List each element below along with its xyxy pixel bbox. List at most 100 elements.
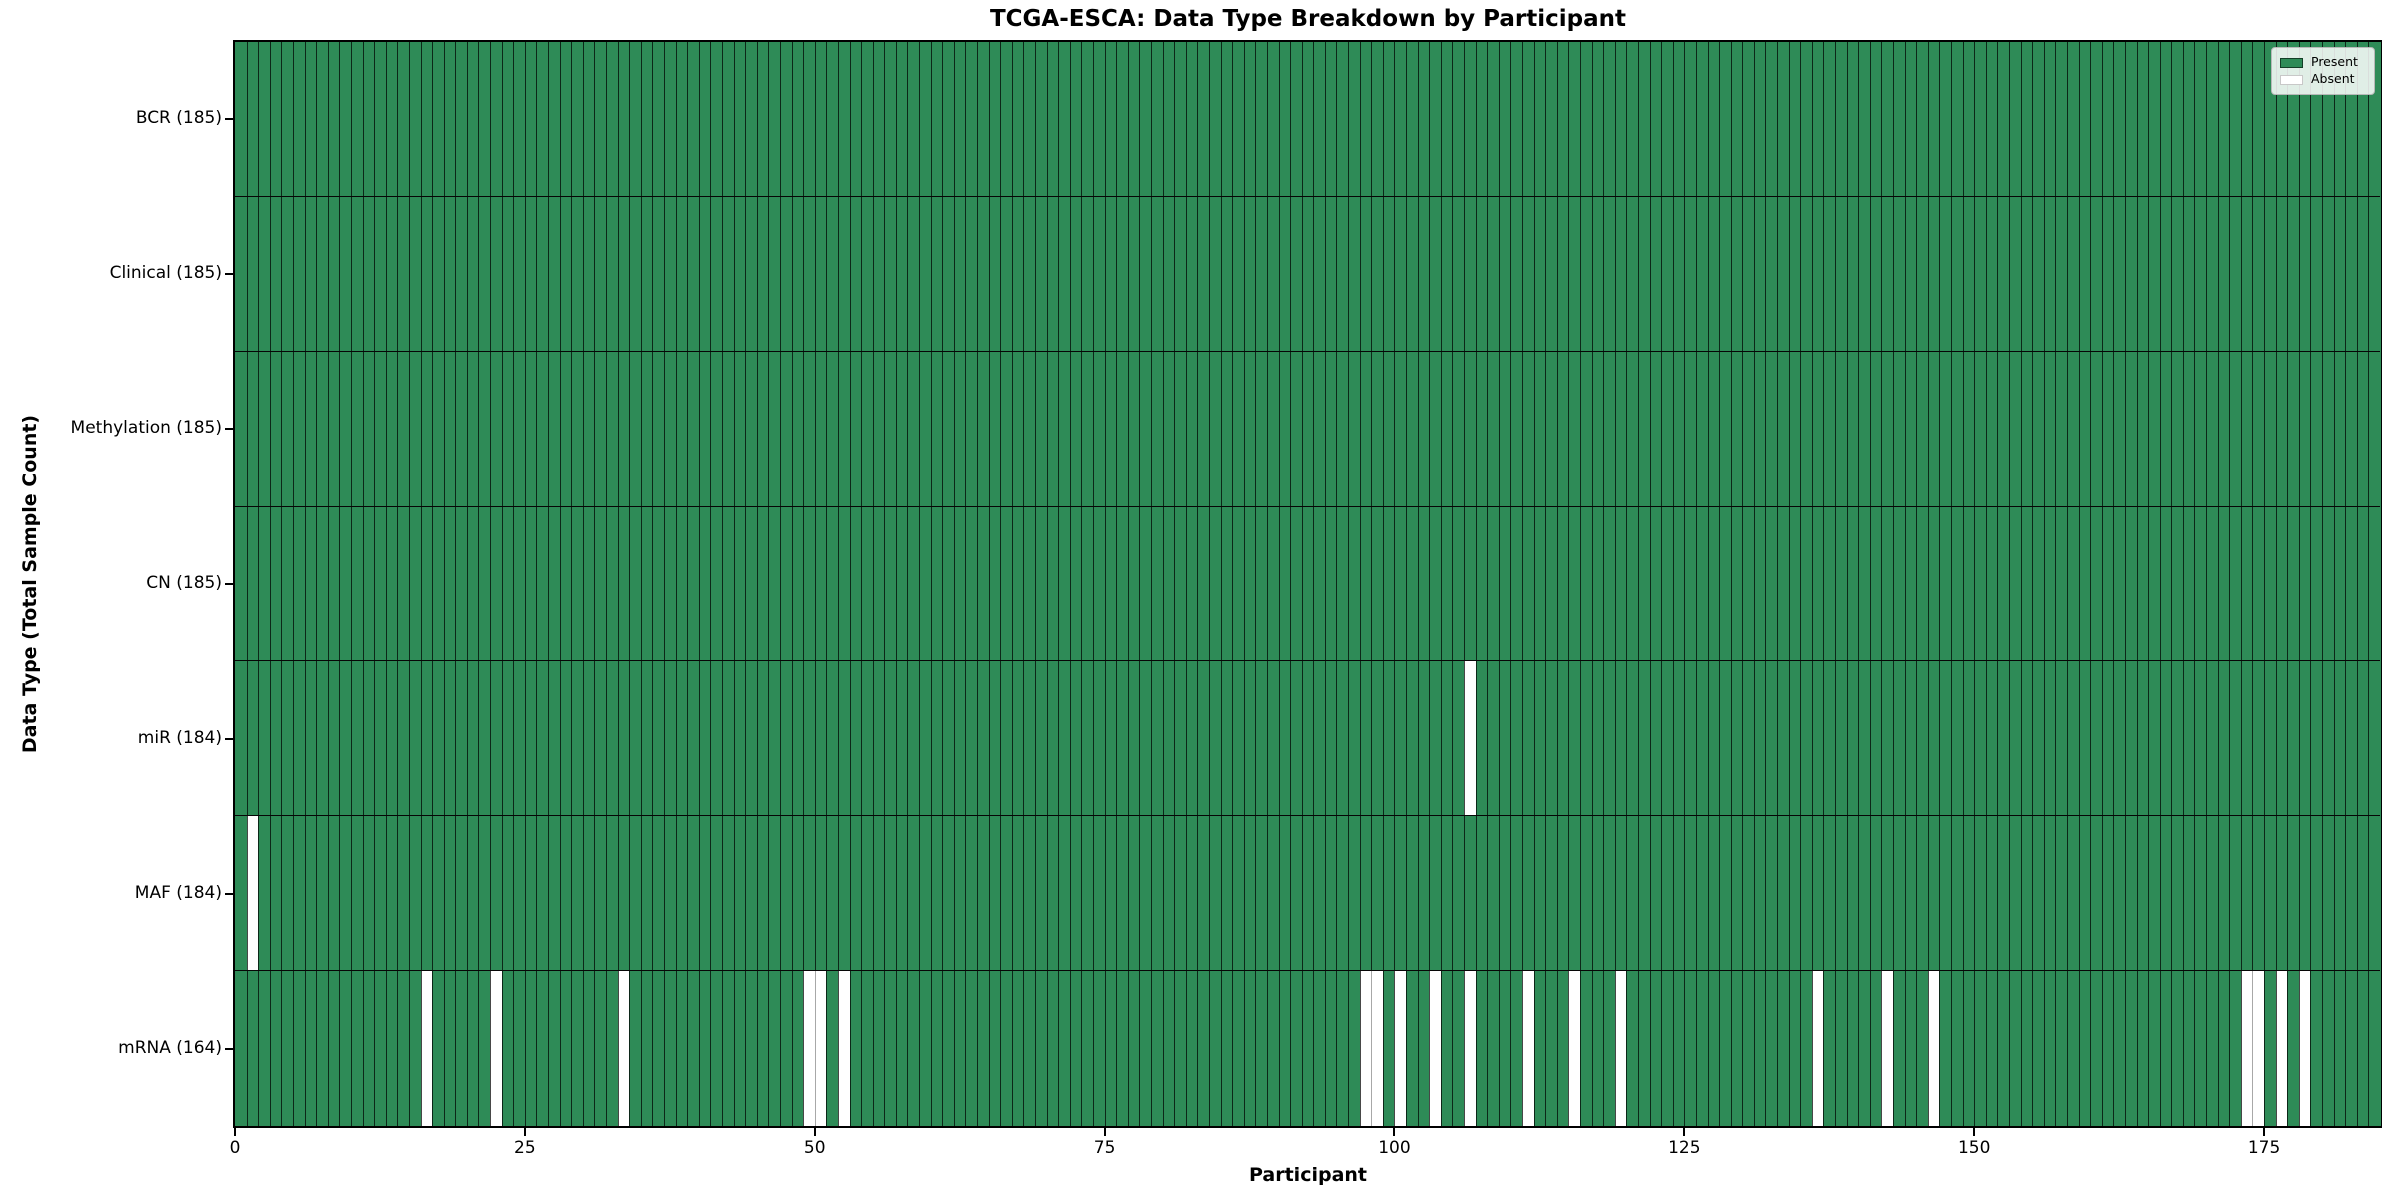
cell-edge [443,196,445,352]
cell-edge [1637,506,1639,662]
cell-edge [1127,661,1129,817]
cell-present [965,816,978,972]
cell-present [1695,816,1709,972]
cell-present [1556,351,1569,507]
cell-edge [953,661,955,817]
cell-edge [1695,42,1697,197]
cell-present [1324,196,1338,352]
cell-edge [1939,196,1941,352]
cell-present [455,971,468,1126]
cell-present [1464,506,1477,662]
cell-edge [2055,816,2057,972]
cell-present [443,42,456,197]
cell-edge [1835,661,1837,817]
cell-edge [1904,816,1906,972]
cell-present [1765,351,1778,507]
cell-present [1823,42,1836,197]
cell-present [1591,42,1604,197]
cell-present [1823,661,1836,817]
cell-present [930,351,943,507]
cell-edge [1626,351,1628,507]
cell-edge [2287,816,2289,972]
cell-present [1777,661,1790,817]
cell-edge [988,506,990,662]
cell-edge [374,661,376,817]
cell-present [1672,661,1685,817]
cell-present [1510,351,1523,507]
cell-edge [826,351,828,507]
cell-edge [559,196,561,352]
cell-present [1127,661,1140,817]
cell-present [1951,816,1964,972]
cell-present [2159,661,2172,817]
cell-present [652,351,665,507]
cell-present [2008,661,2022,817]
cell-present [2055,351,2068,507]
cell-present [408,351,422,507]
cell-edge [1649,661,1651,817]
cell-present [2287,816,2300,972]
cell-present [1522,661,1535,817]
cell-present [397,351,410,507]
cell-present [1498,196,1511,352]
cell-present [1208,42,1222,197]
cell-present [246,506,259,662]
cell-edge [501,196,503,352]
cell-edge [965,506,967,662]
cell-present [362,196,375,352]
cell-edge [1579,42,1581,197]
cell-present [861,351,874,507]
cell-edge [420,351,422,507]
cell-edge [2275,661,2277,817]
cell-edge [1058,506,1060,662]
chart-title: TCGA-ESCA: Data Type Breakdown by Partic… [989,6,1627,32]
cell-edge [1788,506,1790,662]
cell-present [1208,506,1222,662]
cell-edge [617,661,619,817]
cell-edge [1939,351,1941,507]
cell-present [1475,196,1488,352]
cell-present [779,971,793,1126]
cell-edge [1985,816,1987,972]
cell-edge [1591,506,1593,662]
cell-present [606,506,619,662]
cell-edge [745,196,747,352]
cell-edge [2229,196,2231,352]
cell-edge [1835,42,1837,197]
cell-present [1835,661,1848,817]
cell-present [1278,42,1291,197]
cell-present [2310,971,2323,1126]
cell-present [385,506,398,662]
cell-present [281,196,294,352]
cell-edge [1266,506,1268,662]
cell-present [2043,661,2056,817]
cell-present [1382,42,1396,197]
cell-present [2066,42,2080,197]
cell-present [1765,196,1778,352]
cell-edge [420,196,422,352]
cell-present [2136,42,2149,197]
cell-present [710,351,723,507]
cell-edge [1150,971,1152,1126]
cell-edge [698,661,700,817]
cell-present [1081,816,1094,972]
cell-edge [1162,42,1164,197]
cell-present [1255,506,1268,662]
cell-present [513,42,526,197]
cell-present [1313,971,1326,1126]
cell-edge [1637,661,1639,817]
cell-present [698,196,711,352]
cell-edge [350,196,352,352]
cell-edge [524,42,526,197]
cell-present [2078,506,2091,662]
cell-present [2055,971,2068,1126]
cell-edge [791,351,793,507]
cell-present [2310,506,2323,662]
cell-edge [791,196,793,352]
cell-edge [455,506,457,662]
cell-present [2124,816,2138,972]
cell-present [1487,816,1500,972]
cell-present [316,971,329,1126]
cell-present [1301,42,1314,197]
cell-edge [1835,506,1837,662]
